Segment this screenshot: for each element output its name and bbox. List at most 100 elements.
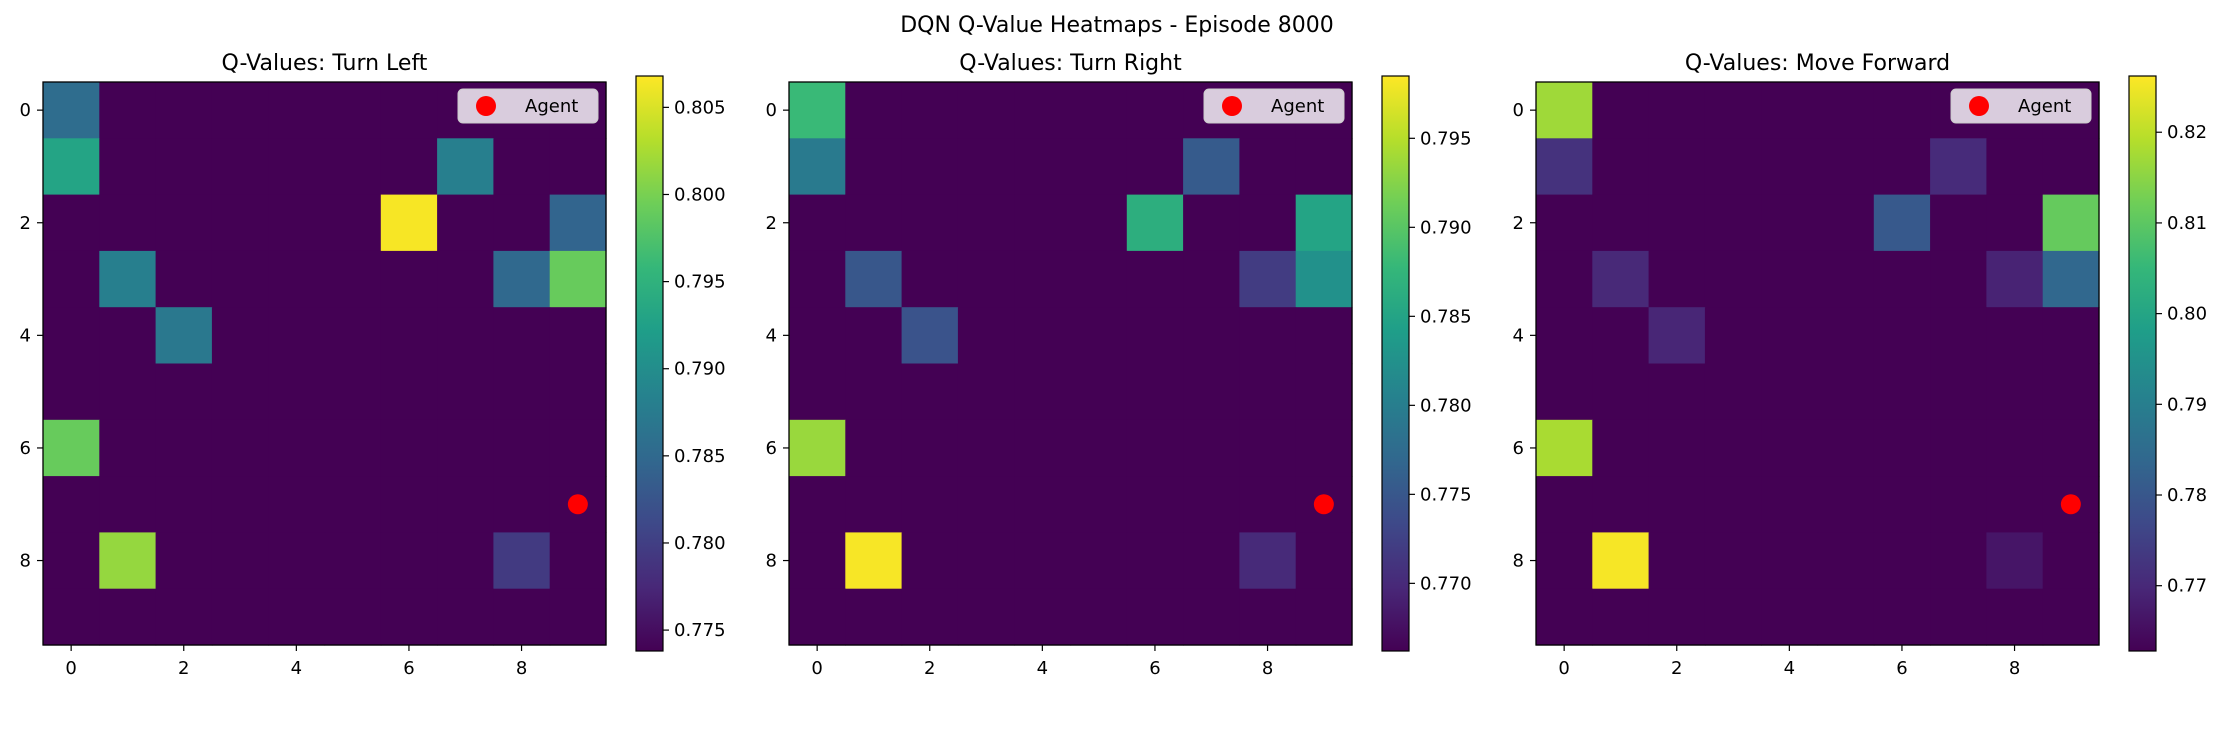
- heatmap-cell: [1704, 250, 1762, 308]
- heatmap-cell: [1761, 588, 1819, 646]
- heatmap-cell: [789, 194, 846, 252]
- heatmap-cell: [789, 419, 846, 477]
- heatmap-cell: [437, 363, 494, 421]
- heatmap-cell: [1183, 588, 1240, 646]
- heatmap-cell: [1761, 194, 1819, 252]
- heatmap-cell: [1536, 194, 1593, 252]
- heatmap-cell: [268, 588, 326, 646]
- heatmap-cell: [901, 194, 959, 252]
- heatmap-cell: [1704, 419, 1762, 477]
- heatmap-cell: [1592, 532, 1650, 590]
- heatmap-cell: [1873, 532, 1931, 590]
- heatmap-cell: [43, 532, 100, 590]
- heatmap-cell: [1873, 588, 1931, 646]
- heatmap-cell: [437, 476, 494, 533]
- x-tick-label: 2: [178, 658, 189, 679]
- heatmap-cell: [1930, 588, 1987, 646]
- heatmap-cell: [99, 307, 157, 365]
- heatmap-cell: [380, 250, 438, 308]
- legend-agent-marker: [1969, 96, 1989, 116]
- heatmap-cell: [1536, 476, 1593, 533]
- heatmap-cell: [1592, 194, 1650, 252]
- colorbar: [635, 75, 664, 652]
- heatmap-cell: [1930, 307, 1987, 365]
- heatmap-cell: [957, 250, 1015, 308]
- heatmap-cell: [1761, 419, 1819, 477]
- heatmap-cell: [549, 419, 607, 477]
- legend-agent-marker: [1222, 96, 1242, 116]
- heatmap-cell: [1817, 419, 1875, 477]
- heatmap-cell: [1761, 532, 1819, 590]
- heatmap-cell: [99, 476, 157, 533]
- heatmap-cell: [43, 588, 100, 646]
- heatmap-cell: [437, 532, 494, 590]
- heatmap-cell: [1536, 250, 1593, 308]
- heatmap-cell: [155, 194, 213, 252]
- heatmap-cell: [1295, 588, 1353, 646]
- heatmap-cell: [1930, 419, 1987, 477]
- colorbar-tick-label: 0.82: [2167, 122, 2207, 143]
- legend-box: [457, 88, 599, 124]
- heatmap-cell: [1239, 532, 1297, 590]
- heatmap-cell: [437, 588, 494, 646]
- y-tick-label: 0: [766, 100, 777, 121]
- heatmap-cell: [1592, 307, 1650, 365]
- heatmap-cell: [1070, 588, 1128, 646]
- heatmap-cell: [845, 588, 903, 646]
- heatmap-cell: [549, 588, 607, 646]
- heatmap-cell: [1648, 82, 1706, 139]
- heatmap-cell: [1873, 82, 1931, 139]
- colorbar-tick-label: 0.78: [2167, 485, 2207, 506]
- heatmap-cell: [957, 532, 1015, 590]
- heatmap-cell: [1126, 419, 1184, 477]
- heatmap-cell: [1239, 588, 1297, 646]
- heatmap-cell: [2042, 532, 2100, 590]
- heatmap-cell: [1183, 476, 1240, 533]
- heatmap-cell: [901, 419, 959, 477]
- heatmap-cell: [1986, 194, 2044, 252]
- legend-box: [1203, 88, 1345, 124]
- heatmap-cell: [957, 138, 1015, 196]
- heatmap-cell: [437, 419, 494, 477]
- heatmap-cell: [1761, 307, 1819, 365]
- heatmap-cell: [1704, 476, 1762, 533]
- heatmap-cell: [380, 532, 438, 590]
- heatmap-cell: [1183, 363, 1240, 421]
- heatmap-cell: [1014, 82, 1072, 139]
- heatmap-cell: [1536, 138, 1593, 196]
- heatmap-cell: [901, 82, 959, 139]
- heatmap-cell: [901, 532, 959, 590]
- heatmap-cell: [549, 363, 607, 421]
- y-tick-label: 8: [1513, 551, 1524, 572]
- heatmap-cell: [845, 194, 903, 252]
- heatmap-cell: [901, 138, 959, 196]
- heatmap-cell: [957, 194, 1015, 252]
- heatmap-cell: [1070, 363, 1128, 421]
- heatmap-panels: Q-Values: Turn Left 0 2 4 6 8 0 2 4 6 8 Agent 0.775 0…: [20, 51, 2208, 679]
- heatmap-cell: [493, 532, 551, 590]
- legend-label: Agent: [2018, 96, 2071, 117]
- heatmap-cell: [155, 250, 213, 308]
- heatmap-cell: [1239, 419, 1297, 477]
- heatmap-cell: [43, 250, 100, 308]
- agent-marker: [567, 494, 588, 515]
- y-tick-label: 6: [1513, 438, 1524, 459]
- heatmap-cell: [1873, 307, 1931, 365]
- heatmap-cell: [1930, 476, 1987, 533]
- heatmap-cell: [789, 138, 846, 196]
- heatmap-cell: [1592, 363, 1650, 421]
- heatmap-cell: [493, 138, 551, 196]
- heatmap-cell: [1014, 138, 1072, 196]
- colorbar-tick-label: 0.780: [1420, 395, 1472, 416]
- y-tick-label: 4: [20, 325, 31, 346]
- heatmap-cell: [957, 588, 1015, 646]
- heatmap-cell: [493, 419, 551, 477]
- colorbar-tick-label: 0.79: [2167, 394, 2207, 415]
- heatmap-cell: [901, 250, 959, 308]
- y-tick-label: 0: [1513, 100, 1524, 121]
- heatmap-cell: [99, 363, 157, 421]
- heatmap-cell: [1817, 250, 1875, 308]
- heatmap-cell: [493, 194, 551, 252]
- heatmap-cell: [1014, 419, 1072, 477]
- heatmap-cell: [1126, 532, 1184, 590]
